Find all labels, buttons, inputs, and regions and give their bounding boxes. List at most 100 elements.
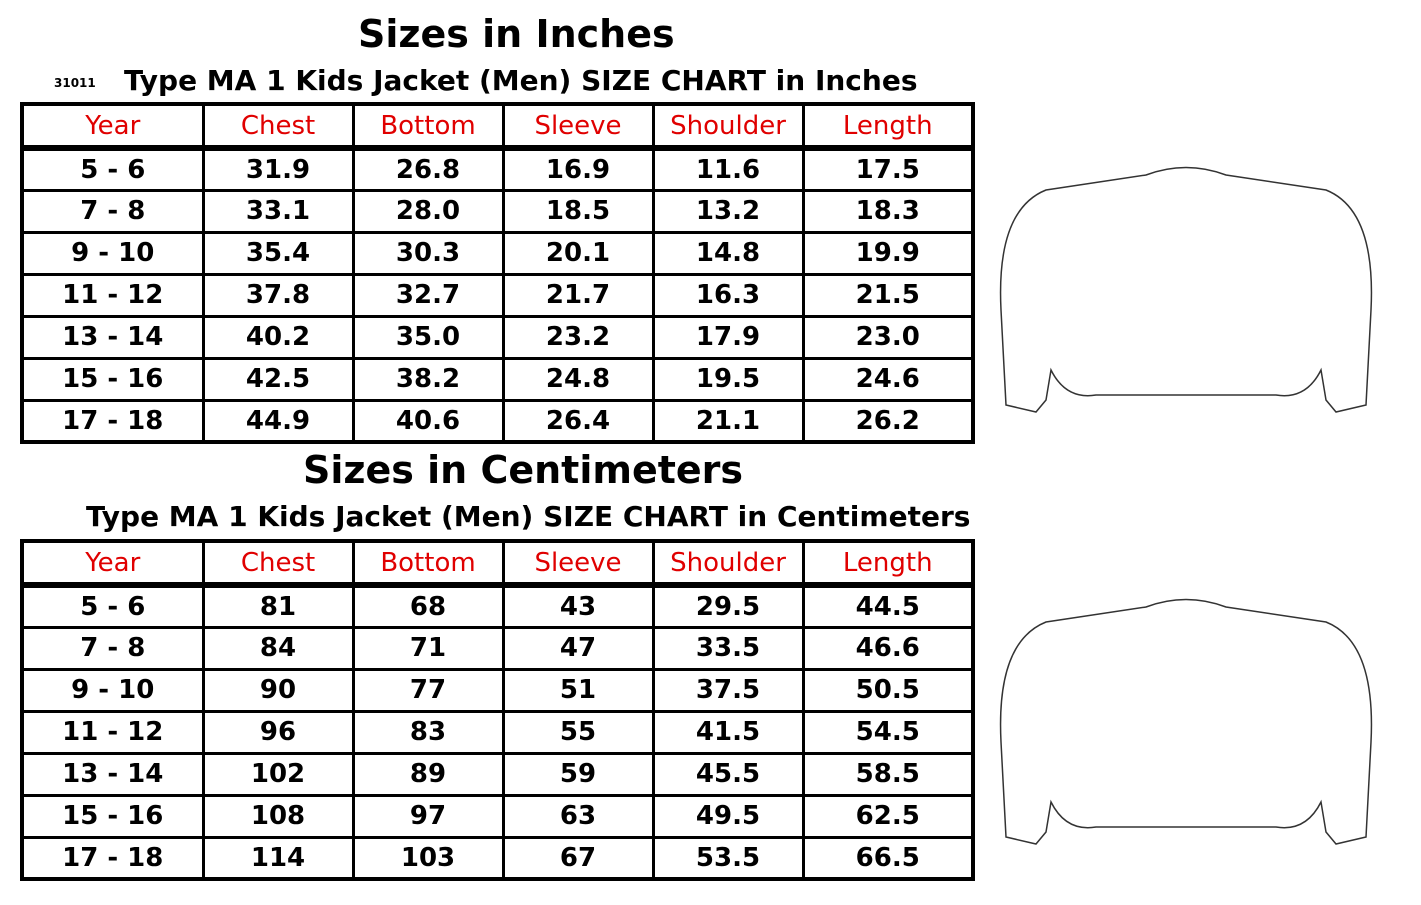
- centimeters-size-table: Year Chest Bottom Sleeve Shoulder Length 5 - …: [20, 539, 975, 881]
- table-cell: 45.5: [651, 751, 805, 797]
- table-cell: 42.5: [201, 356, 355, 402]
- table-cell: 90: [201, 667, 355, 713]
- column-header-chest: Chest: [201, 102, 355, 151]
- table-cell: 23.2: [501, 314, 655, 360]
- table-row: 15 - 16 42.5 38.2 24.8 19.5 24.6: [20, 356, 975, 402]
- table-cell: 53.5: [651, 835, 805, 881]
- table-cell: 19.9: [801, 230, 975, 276]
- column-header-length: Length: [801, 539, 975, 588]
- table-cell: 58.5: [801, 751, 975, 797]
- table-cell: 108: [201, 793, 355, 839]
- table-cell: 21.7: [501, 272, 655, 318]
- table-cell: 68: [351, 583, 505, 629]
- table-cell: 13 - 14: [20, 314, 205, 360]
- table-cell: 11.6: [651, 146, 805, 192]
- table-cell: 81: [201, 583, 355, 629]
- table-row: 9 - 10 35.4 30.3 20.1 14.8 19.9: [20, 230, 975, 276]
- table-cell: 37.8: [201, 272, 355, 318]
- table-cell: 24.8: [501, 356, 655, 402]
- table-row: 17 - 18 114 103 67 53.5 66.5: [20, 835, 975, 881]
- table-header-row: Year Chest Bottom Sleeve Shoulder Length: [20, 102, 975, 151]
- table-cell: 46.6: [801, 625, 975, 671]
- table-cell: 62.5: [801, 793, 975, 839]
- inches-size-table: Year Chest Bottom Sleeve Shoulder Length 5 - …: [20, 102, 975, 444]
- table-cell: 35.0: [351, 314, 505, 360]
- table-cell: 37.5: [651, 667, 805, 713]
- table-cell: 16.3: [651, 272, 805, 318]
- table-row: 7 - 8 84 71 47 33.5 46.6: [20, 625, 975, 671]
- centimeters-heading: Sizes in Centimeters: [303, 448, 744, 492]
- table-cell: 23.0: [801, 314, 975, 360]
- product-code: 31011: [54, 76, 96, 90]
- table-cell: 30.3: [351, 230, 505, 276]
- table-row: 5 - 6 81 68 43 29.5 44.5: [20, 583, 975, 629]
- table-cell: 32.7: [351, 272, 505, 318]
- table-cell: 97: [351, 793, 505, 839]
- table-cell: 17.5: [801, 146, 975, 192]
- table-row: 13 - 14 40.2 35.0 23.2 17.9 23.0: [20, 314, 975, 360]
- table-cell: 20.1: [501, 230, 655, 276]
- table-cell: 67: [501, 835, 655, 881]
- table-cell: 96: [201, 709, 355, 755]
- table-cell: 50.5: [801, 667, 975, 713]
- table-cell: 26.2: [801, 398, 975, 444]
- table-cell: 7 - 8: [20, 625, 205, 671]
- table-cell: 19.5: [651, 356, 805, 402]
- column-header-length: Length: [801, 102, 975, 151]
- table-cell: 59: [501, 751, 655, 797]
- table-cell: 7 - 8: [20, 188, 205, 234]
- table-cell: 44.9: [201, 398, 355, 444]
- table-cell: 38.2: [351, 356, 505, 402]
- column-header-sleeve: Sleeve: [501, 102, 655, 151]
- table-cell: 21.5: [801, 272, 975, 318]
- table-cell: 29.5: [651, 583, 805, 629]
- table-cell: 11 - 12: [20, 709, 205, 755]
- table-row: 15 - 16 108 97 63 49.5 62.5: [20, 793, 975, 839]
- table-row: 5 - 6 31.9 26.8 16.9 11.6 17.5: [20, 146, 975, 192]
- table-cell: 102: [201, 751, 355, 797]
- jacket-measurement-diagram-centimeters: Shoulder Sleeves Back Length Chest Waist…: [999, 598, 1373, 845]
- table-cell: 40.2: [201, 314, 355, 360]
- table-cell: 41.5: [651, 709, 805, 755]
- table-cell: 24.6: [801, 356, 975, 402]
- table-cell: 18.3: [801, 188, 975, 234]
- table-row: 13 - 14 102 89 59 45.5 58.5: [20, 751, 975, 797]
- table-cell: 71: [351, 625, 505, 671]
- table-row: 9 - 10 90 77 51 37.5 50.5: [20, 667, 975, 713]
- table-cell: 49.5: [651, 793, 805, 839]
- table-row: 11 - 12 37.8 32.7 21.7 16.3 21.5: [20, 272, 975, 318]
- table-cell: 15 - 16: [20, 356, 205, 402]
- table-cell: 40.6: [351, 398, 505, 444]
- table-cell: 28.0: [351, 188, 505, 234]
- column-header-shoulder: Shoulder: [651, 102, 805, 151]
- table-cell: 5 - 6: [20, 146, 205, 192]
- table-cell: 83: [351, 709, 505, 755]
- table-cell: 14.8: [651, 230, 805, 276]
- column-header-bottom: Bottom: [351, 102, 505, 151]
- table-row: 7 - 8 33.1 28.0 18.5 13.2 18.3: [20, 188, 975, 234]
- jacket-measurement-diagram-inches: Shoulder Sleeves Back Length Chest Waist…: [999, 166, 1373, 413]
- table-cell: 114: [201, 835, 355, 881]
- table-cell: 17.9: [651, 314, 805, 360]
- table-cell: 13 - 14: [20, 751, 205, 797]
- table-cell: 33.5: [651, 625, 805, 671]
- table-cell: 26.4: [501, 398, 655, 444]
- table-header-row: Year Chest Bottom Sleeve Shoulder Length: [20, 539, 975, 588]
- table-row: 17 - 18 44.9 40.6 26.4 21.1 26.2: [20, 398, 975, 444]
- table-cell: 31.9: [201, 146, 355, 192]
- table-row: 11 - 12 96 83 55 41.5 54.5: [20, 709, 975, 755]
- table-cell: 5 - 6: [20, 583, 205, 629]
- table-cell: 15 - 16: [20, 793, 205, 839]
- table-cell: 89: [351, 751, 505, 797]
- inches-heading: Sizes in Inches: [358, 12, 675, 56]
- table-cell: 33.1: [201, 188, 355, 234]
- column-header-chest: Chest: [201, 539, 355, 588]
- table-cell: 13.2: [651, 188, 805, 234]
- table-cell: 16.9: [501, 146, 655, 192]
- column-header-year: Year: [20, 539, 205, 588]
- table-cell: 26.8: [351, 146, 505, 192]
- table-cell: 84: [201, 625, 355, 671]
- column-header-shoulder: Shoulder: [651, 539, 805, 588]
- centimeters-subheading: Type MA 1 Kids Jacket (Men) SIZE CHART i…: [86, 500, 971, 533]
- inches-subheading: Type MA 1 Kids Jacket (Men) SIZE CHART i…: [124, 64, 918, 97]
